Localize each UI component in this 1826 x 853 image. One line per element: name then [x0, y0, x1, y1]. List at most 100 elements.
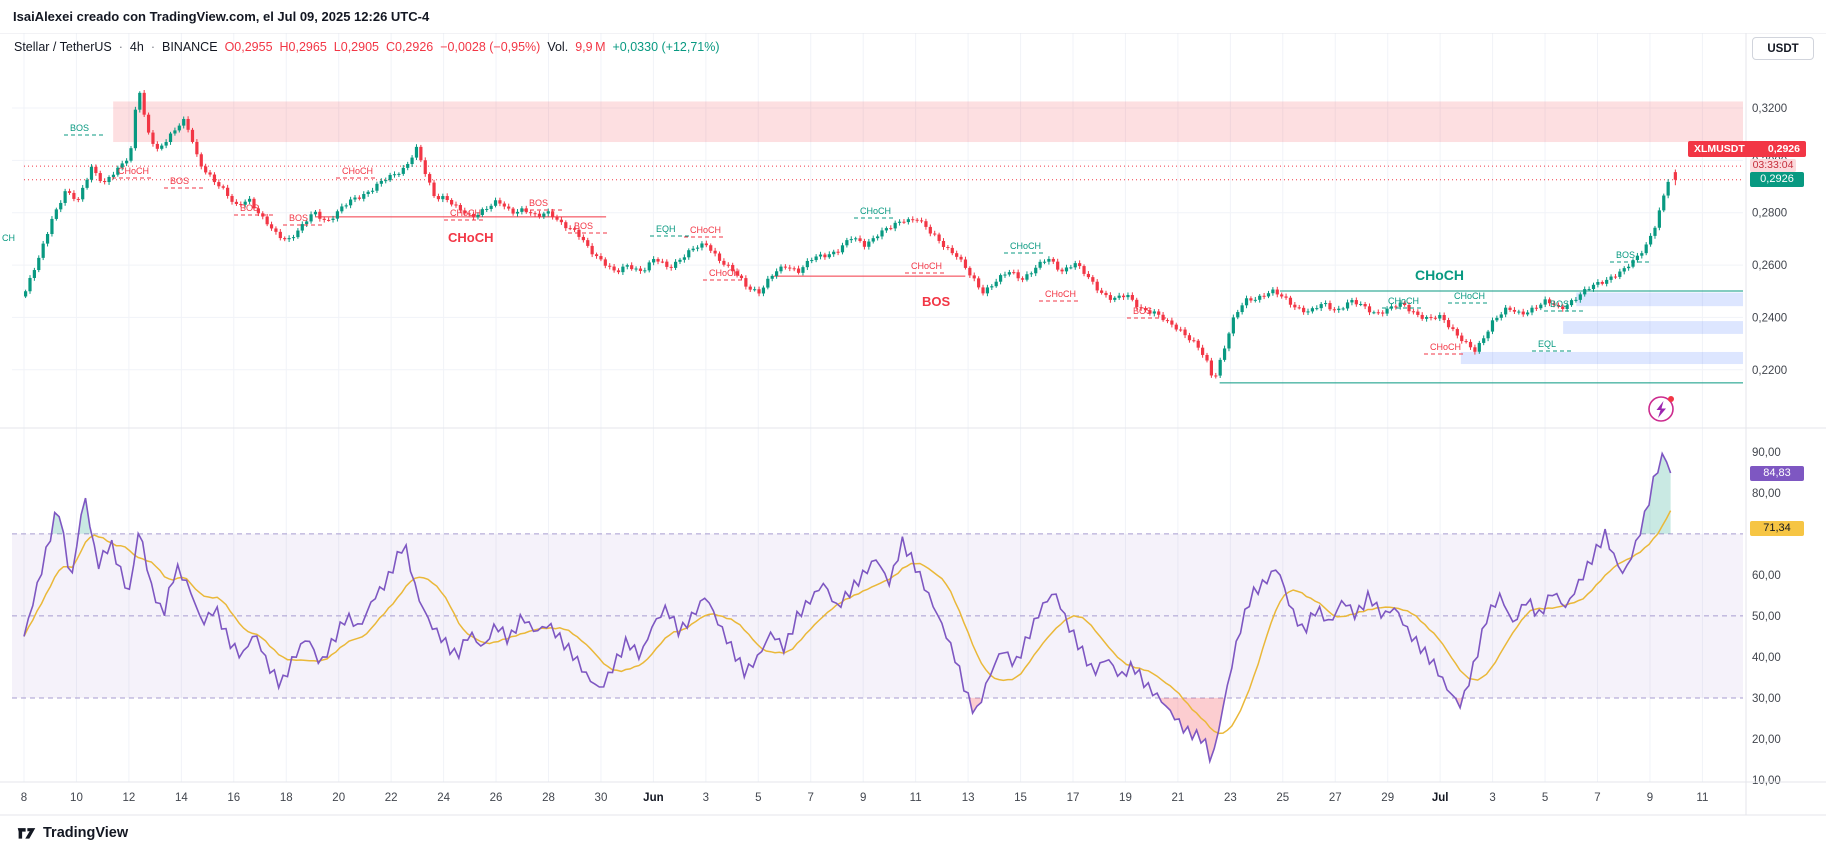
extra-change: +0,0330 (+12,71%) — [612, 40, 720, 54]
svg-text:CHoCH: CHoCH — [911, 261, 942, 271]
svg-text:9: 9 — [860, 792, 866, 804]
notification-dot — [1668, 396, 1674, 402]
svg-text:19: 19 — [1119, 792, 1132, 804]
svg-text:21: 21 — [1172, 792, 1185, 804]
svg-text:0,2400: 0,2400 — [1752, 312, 1787, 324]
svg-text:CHoCH: CHoCH — [709, 268, 740, 278]
svg-text:30,00: 30,00 — [1752, 693, 1781, 705]
zones — [113, 101, 1744, 365]
ohlc-open: O0,2955 — [224, 40, 273, 54]
svg-text:20: 20 — [332, 792, 345, 804]
svg-text:Jun: Jun — [643, 792, 663, 804]
currency-toggle-button[interactable]: USDT — [1752, 37, 1814, 60]
rsi-indicator — [12, 451, 1743, 765]
svg-text:BOS: BOS — [922, 294, 951, 309]
svg-text:7: 7 — [808, 792, 814, 804]
symbol-price-label-ticker: XLMUSDT — [1694, 143, 1745, 155]
svg-text:22: 22 — [385, 792, 398, 804]
tradingview-wordmark: TradingView — [43, 824, 129, 841]
legend-separator: · — [150, 40, 155, 54]
bar-countdown: 03:33:04 — [1750, 159, 1796, 172]
svg-text:BOS: BOS — [1550, 299, 1569, 309]
svg-text:14: 14 — [175, 792, 188, 804]
svg-text:CHoCH: CHoCH — [1430, 342, 1461, 352]
smc-annotations: CH BOS CHoCH BOS BOS BOS CHoCH CHoCH BOS CHoCH BOS… — [2, 123, 1650, 355]
supply-zone — [113, 101, 1744, 143]
svg-text:BOS: BOS — [240, 203, 259, 213]
rsi-ma-line — [23, 510, 1672, 735]
svg-text:CHoCH: CHoCH — [690, 225, 721, 235]
svg-text:CHoCH: CHoCH — [1454, 291, 1485, 301]
svg-text:CHoCH: CHoCH — [450, 208, 481, 218]
svg-text:28: 28 — [542, 792, 555, 804]
structure-lines — [24, 165, 1743, 384]
creator-header: IsaiAlexei creado con TradingView.com, e… — [0, 0, 1826, 33]
svg-text:EQH: EQH — [656, 224, 676, 234]
svg-text:5: 5 — [755, 792, 761, 804]
svg-text:7: 7 — [1594, 792, 1600, 804]
svg-text:CHoCH: CHoCH — [342, 166, 373, 176]
svg-text:9: 9 — [1647, 792, 1653, 804]
svg-text:15: 15 — [1014, 792, 1027, 804]
svg-text:10: 10 — [70, 792, 83, 804]
axes[interactable]: 8 10 12 14 16 18 20 22 24 26 28 30 Jun 3 5 7 9 11 13 15 17 19… — [21, 103, 1787, 804]
rsi-line — [23, 451, 1672, 765]
flash-tool-button[interactable] — [1648, 396, 1674, 422]
svg-text:BOS: BOS — [70, 123, 89, 133]
svg-text:CHoCH: CHoCH — [1045, 289, 1076, 299]
svg-text:3: 3 — [703, 792, 709, 804]
svg-text:29: 29 — [1381, 792, 1394, 804]
symbol-price-label-value: 0,2926 — [1767, 143, 1800, 155]
svg-text:90,00: 90,00 — [1752, 447, 1781, 459]
svg-text:CHoCH: CHoCH — [1010, 241, 1041, 251]
volume-label: Vol. — [547, 40, 569, 54]
svg-text:BOS: BOS — [1616, 250, 1635, 260]
creator-text: IsaiAlexei creado con TradingView.com, e… — [13, 9, 430, 24]
svg-text:BOS: BOS — [170, 176, 189, 186]
svg-text:BOS: BOS — [1133, 306, 1152, 316]
ohlc-low: L0,2905 — [333, 40, 379, 54]
tradingview-icon — [17, 828, 36, 839]
svg-text:0,2600: 0,2600 — [1752, 260, 1787, 272]
tradingview-logo[interactable]: TradingView — [16, 822, 128, 843]
rsi-ma-value-badge: 71,34 — [1750, 521, 1804, 536]
separators — [0, 32, 1826, 816]
svg-text:EQL: EQL — [1538, 339, 1556, 349]
symbol-name[interactable]: Stellar / TetherUS — [14, 40, 112, 54]
symbol-legend: Stellar / TetherUS · 4h · BINANCE O0,295… — [14, 40, 720, 54]
svg-text:10,00: 10,00 — [1752, 775, 1781, 787]
svg-text:23: 23 — [1224, 792, 1237, 804]
svg-text:BOS: BOS — [289, 213, 308, 223]
demand-zone-1 — [1576, 292, 1743, 307]
svg-text:18: 18 — [280, 792, 293, 804]
svg-text:0,2800: 0,2800 — [1752, 208, 1787, 220]
svg-text:5: 5 — [1542, 792, 1548, 804]
grid — [12, 33, 1743, 782]
svg-text:3: 3 — [1489, 792, 1495, 804]
ohlc-high: H0,2965 — [279, 40, 327, 54]
svg-text:80,00: 80,00 — [1752, 488, 1781, 500]
candlestick-series — [24, 89, 1677, 379]
svg-text:17: 17 — [1067, 792, 1080, 804]
svg-text:CHoCH: CHoCH — [448, 230, 494, 245]
svg-text:CHoCH: CHoCH — [1388, 296, 1419, 306]
rsi-value-badge: 84,83 — [1750, 466, 1804, 481]
svg-text:60,00: 60,00 — [1752, 570, 1781, 582]
symbol-price-label: XLMUSDT 0,2926 — [1688, 141, 1806, 157]
svg-text:16: 16 — [227, 792, 240, 804]
svg-text:11: 11 — [1696, 792, 1708, 804]
volume-value: 9,9 M — [575, 40, 606, 54]
interval-label[interactable]: 4h — [129, 40, 144, 54]
svg-text:26: 26 — [490, 792, 503, 804]
svg-text:12: 12 — [123, 792, 136, 804]
exchange-label: BINANCE — [161, 40, 218, 54]
svg-text:50,00: 50,00 — [1752, 611, 1781, 623]
last-price-badge: 0,2926 — [1750, 172, 1804, 187]
svg-text:27: 27 — [1329, 792, 1342, 804]
svg-text:11: 11 — [910, 792, 922, 804]
svg-text:40,00: 40,00 — [1752, 652, 1781, 664]
price-change: −0,0028 (−0,95%) — [440, 40, 541, 54]
demand-zone-3 — [1460, 351, 1743, 365]
svg-text:BOS: BOS — [529, 198, 548, 208]
